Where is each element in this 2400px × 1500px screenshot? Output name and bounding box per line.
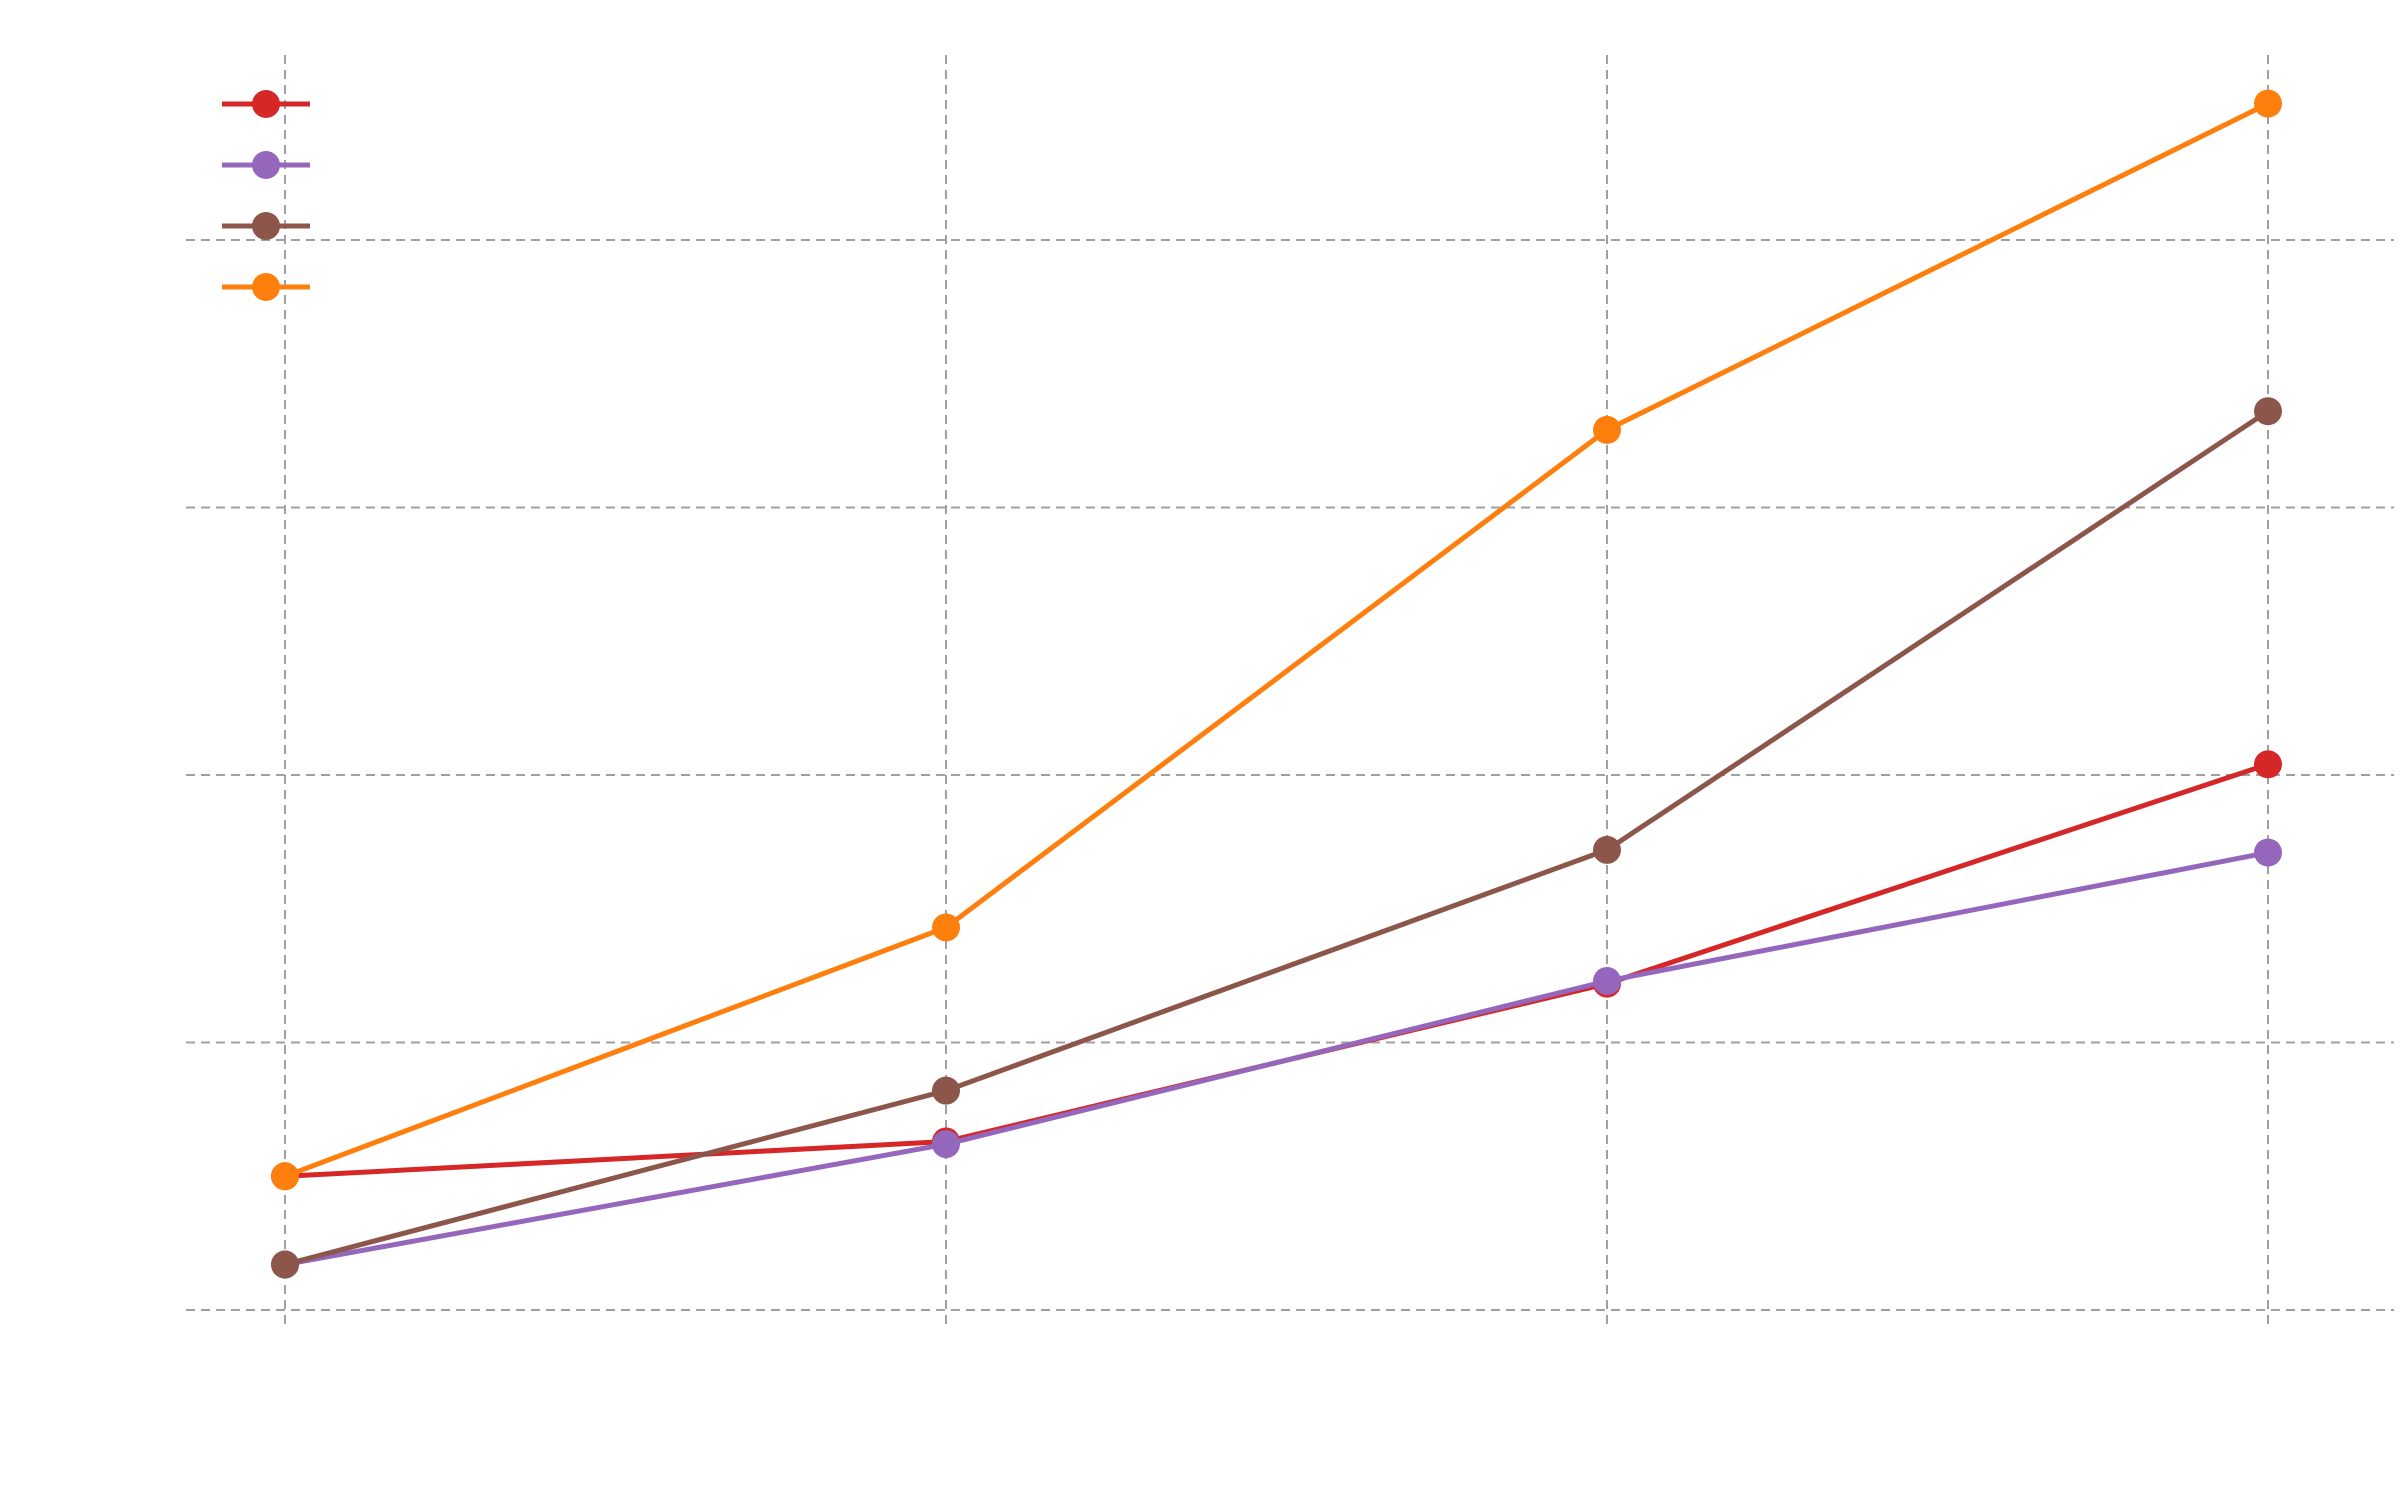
series-2 — [271, 838, 2282, 1279]
series-4-point-2 — [1593, 415, 1621, 444]
legend-marker-3 — [252, 212, 280, 240]
series-4-point-3 — [2254, 89, 2282, 118]
legend-entry-2 — [222, 151, 310, 179]
series-3-point-1 — [932, 1076, 960, 1105]
legend-entry-1 — [222, 90, 310, 118]
series-2-point-3 — [2254, 838, 2282, 867]
legend — [222, 90, 310, 301]
legend-entry-3 — [222, 212, 310, 240]
series-layer — [271, 89, 2282, 1279]
series-3-line — [282, 408, 2271, 1267]
series-2-point-2 — [1593, 966, 1621, 995]
series-4-line — [282, 101, 2271, 1179]
legend-marker-2 — [252, 151, 280, 179]
series-3-point-3 — [2254, 397, 2282, 426]
legend-marker-1 — [252, 90, 280, 118]
series-3 — [271, 397, 2282, 1279]
series-2-point-1 — [932, 1130, 960, 1159]
series-4 — [271, 89, 2282, 1191]
series-4-point-1 — [932, 913, 960, 942]
series-4-point-0 — [271, 1162, 299, 1191]
series-1-point-3 — [2254, 750, 2282, 779]
series-3-point-0 — [271, 1250, 299, 1279]
series-3-point-2 — [1593, 835, 1621, 864]
legend-entry-4 — [222, 273, 310, 301]
legend-marker-4 — [252, 273, 280, 301]
grid — [186, 55, 2394, 1325]
series-2-line — [282, 850, 2271, 1267]
